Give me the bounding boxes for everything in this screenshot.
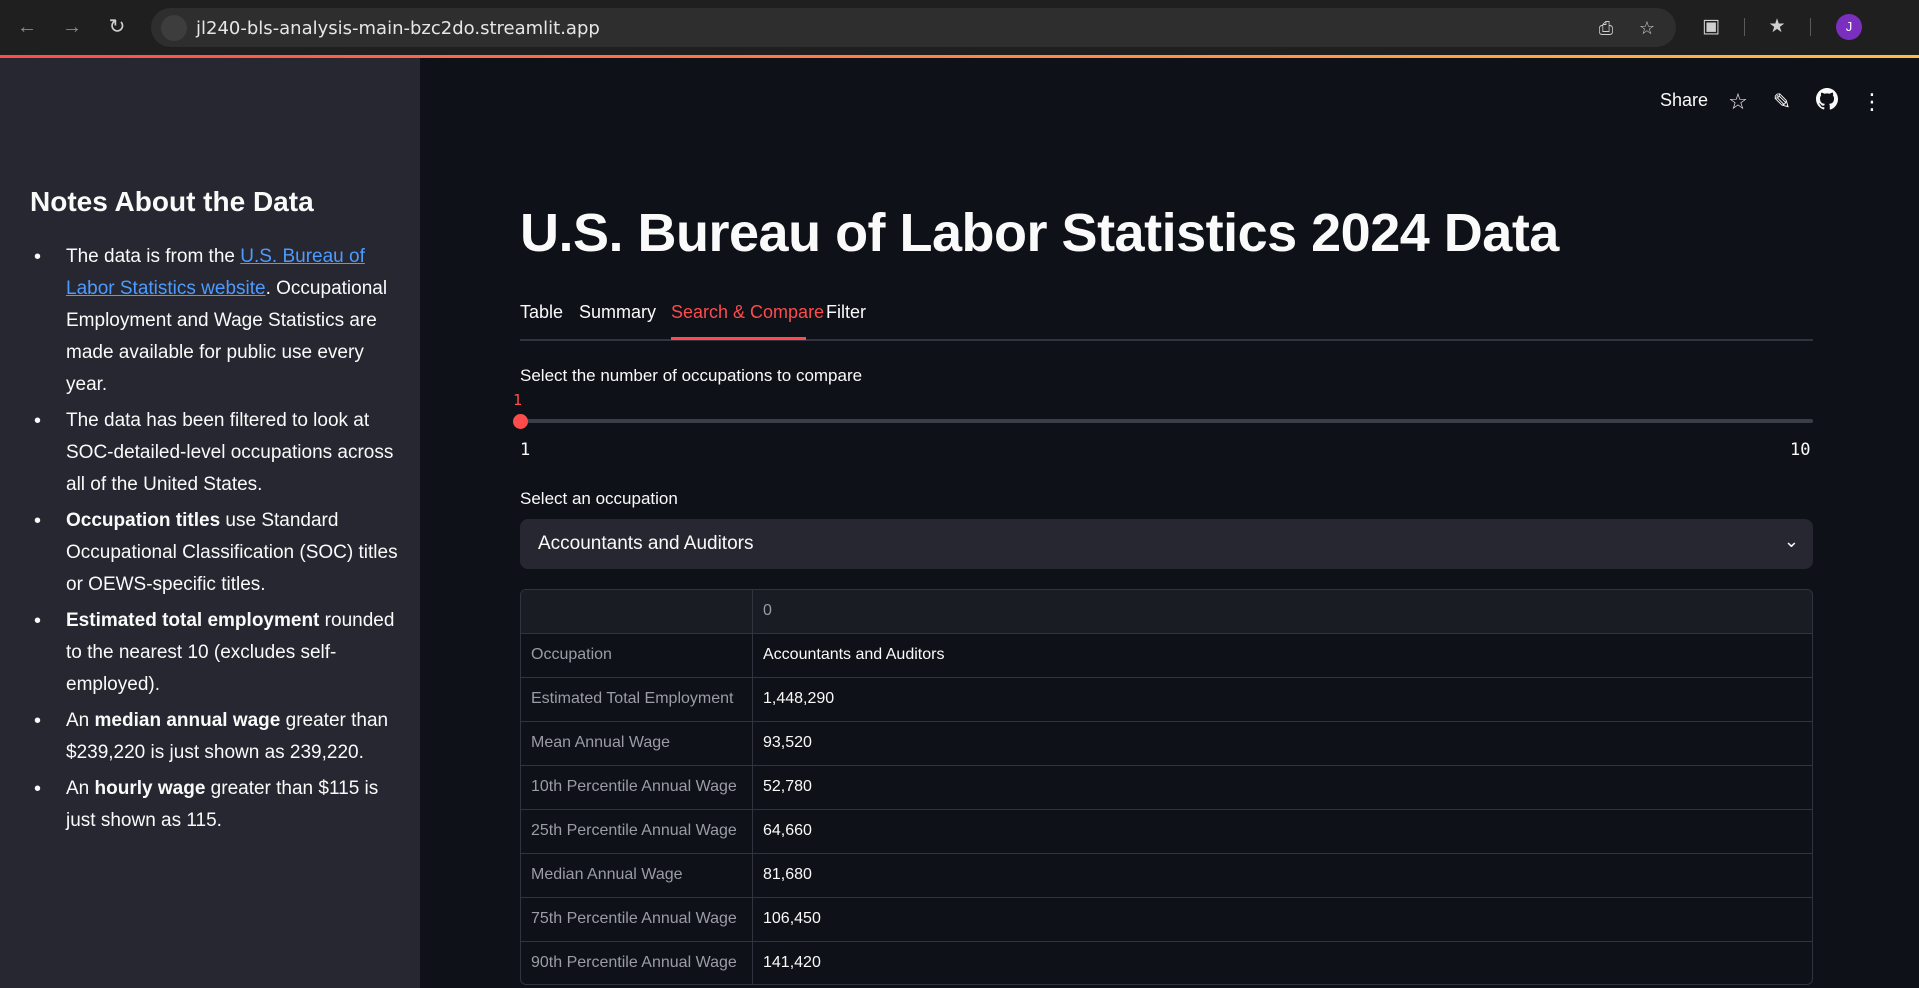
note-text: greater than $239,220 is just shown as 2…	[66, 710, 389, 763]
note-text: rounded to the nearest 10 (excludes self…	[66, 610, 395, 695]
row-value[interactable]: 93,520	[763, 734, 812, 751]
list-item: An hourly wage greater than $115 is just…	[30, 773, 400, 837]
bookmarks-icon[interactable]: ★	[1768, 16, 1786, 37]
reload-icon[interactable]: ↻	[108, 16, 126, 38]
list-item: An median annual wage greater than $239,…	[30, 705, 400, 769]
list-item: Estimated total employment rounded to th…	[30, 605, 400, 701]
row-label: Mean Annual Wage	[521, 722, 753, 766]
select-label: Select an occupation	[520, 489, 678, 508]
occupation-select[interactable]: Accountants and Auditors ⌄	[520, 519, 1813, 569]
tab-table[interactable]: Table	[520, 302, 564, 322]
note-bold: Estimated total employment	[66, 610, 320, 631]
table-row: Mean Annual Wage 93,520	[521, 722, 1812, 766]
tab-summary[interactable]: Summary	[579, 302, 657, 322]
streamlit-decoration-bar	[0, 55, 1919, 58]
share-button[interactable]: Share	[1660, 90, 1709, 110]
more-icon[interactable]: ⋮	[1861, 89, 1883, 114]
row-value[interactable]: 64,660	[763, 822, 812, 839]
avatar[interactable]: J	[1836, 14, 1862, 40]
row-value[interactable]: 106,450	[763, 910, 821, 927]
row-value[interactable]: 141,420	[763, 954, 821, 971]
site-info-icon[interactable]	[161, 15, 187, 41]
column-header[interactable]: 0	[763, 602, 772, 619]
list-item: Occupation titles use Standard Occupatio…	[30, 505, 400, 601]
github-icon[interactable]	[1813, 88, 1841, 116]
table-row: Estimated Total Employment 1,448,290	[521, 678, 1812, 722]
notes-list: The data is from the U.S. Bureau of Labo…	[30, 241, 400, 841]
note-text: An	[66, 778, 95, 799]
star-icon[interactable]: ☆	[1728, 89, 1748, 114]
note-text: The data has been filtered to look at SO…	[66, 410, 394, 495]
row-label: Median Annual Wage	[521, 854, 753, 898]
row-value[interactable]: 1,448,290	[763, 690, 835, 707]
row-label: Estimated Total Employment	[521, 678, 753, 722]
tab-bar: Table Summary Search & Compare Filter	[520, 300, 1813, 341]
note-bold: Occupation titles	[66, 510, 221, 531]
url-text[interactable]: jl240-bls-analysis-main-bzc2do.streamlit…	[196, 18, 600, 39]
table-row: 90th Percentile Annual Wage 141,420	[521, 942, 1812, 984]
edit-icon[interactable]: ✎	[1772, 89, 1792, 114]
table-header-row: 0	[521, 590, 1812, 634]
toolbar-divider	[1744, 18, 1745, 36]
list-item: The data has been filtered to look at SO…	[30, 405, 400, 501]
note-text: . Occupational Employment and Wage Stati…	[66, 278, 388, 395]
table-row: Median Annual Wage 81,680	[521, 854, 1812, 898]
row-value[interactable]: 52,780	[763, 778, 812, 795]
table-corner-cell	[521, 590, 753, 634]
tab-search-compare[interactable]: Search & Compare	[671, 302, 825, 322]
note-text: The data is from the	[66, 246, 241, 267]
tab-filter[interactable]: Filter	[826, 302, 866, 322]
table-row: 75th Percentile Annual Wage 106,450	[521, 898, 1812, 942]
install-icon[interactable]: ⎙	[1598, 18, 1614, 38]
row-label: 25th Percentile Annual Wage	[521, 810, 753, 854]
page-title: U.S. Bureau of Labor Statistics 2024 Dat…	[520, 203, 1559, 263]
slider-handle[interactable]	[513, 414, 528, 429]
row-label: 75th Percentile Annual Wage	[521, 898, 753, 942]
active-tab-indicator	[671, 337, 806, 340]
row-label: 90th Percentile Annual Wage	[521, 942, 753, 984]
row-label: 10th Percentile Annual Wage	[521, 766, 753, 810]
bls-website-link[interactable]: U.S. Bureau of Labor Statistics website	[66, 246, 365, 299]
slider-label: Select the number of occupations to comp…	[520, 366, 863, 385]
table-row: 10th Percentile Annual Wage 52,780	[521, 766, 1812, 810]
note-text: use Standard Occupational Classification…	[66, 510, 398, 595]
occupation-count-slider[interactable]	[520, 419, 1813, 423]
occupation-select-value[interactable]: Accountants and Auditors	[538, 533, 754, 554]
slider-current-value: 1	[513, 391, 523, 409]
list-item: The data is from the U.S. Bureau of Labo…	[30, 241, 400, 401]
sidebar-heading: Notes About the Data	[30, 186, 314, 217]
bookmark-star-icon[interactable]: ☆	[1638, 18, 1656, 38]
row-value[interactable]: 81,680	[763, 866, 812, 883]
sidebar: Notes About the Data The data is from th…	[0, 58, 420, 988]
table-row: 25th Percentile Annual Wage 64,660	[521, 810, 1812, 854]
note-bold: hourly wage	[94, 778, 206, 799]
table-row: Occupation Accountants and Auditors	[521, 634, 1812, 678]
note-bold: median annual wage	[94, 710, 281, 731]
forward-icon[interactable]: →	[62, 16, 82, 38]
note-text: greater than $115 is just shown as 115.	[66, 778, 379, 831]
slider-max-label: 10	[1790, 440, 1811, 460]
browser-toolbar: ← → ↻ jl240-bls-analysis-main-bzc2do.str…	[0, 0, 1919, 55]
row-label: Occupation	[521, 634, 753, 678]
address-bar[interactable]: jl240-bls-analysis-main-bzc2do.streamlit…	[151, 8, 1676, 47]
note-text: An	[66, 710, 95, 731]
back-icon[interactable]: ←	[17, 16, 37, 38]
extensions-icon[interactable]: ▣	[1702, 16, 1720, 37]
slider-min-label: 1	[520, 440, 531, 460]
row-value[interactable]: Accountants and Auditors	[763, 646, 945, 663]
comparison-table: 0 Occupation Accountants and Auditors Es…	[520, 589, 1813, 985]
chevron-down-icon[interactable]: ⌄	[1783, 531, 1799, 551]
toolbar-divider	[1810, 18, 1811, 36]
